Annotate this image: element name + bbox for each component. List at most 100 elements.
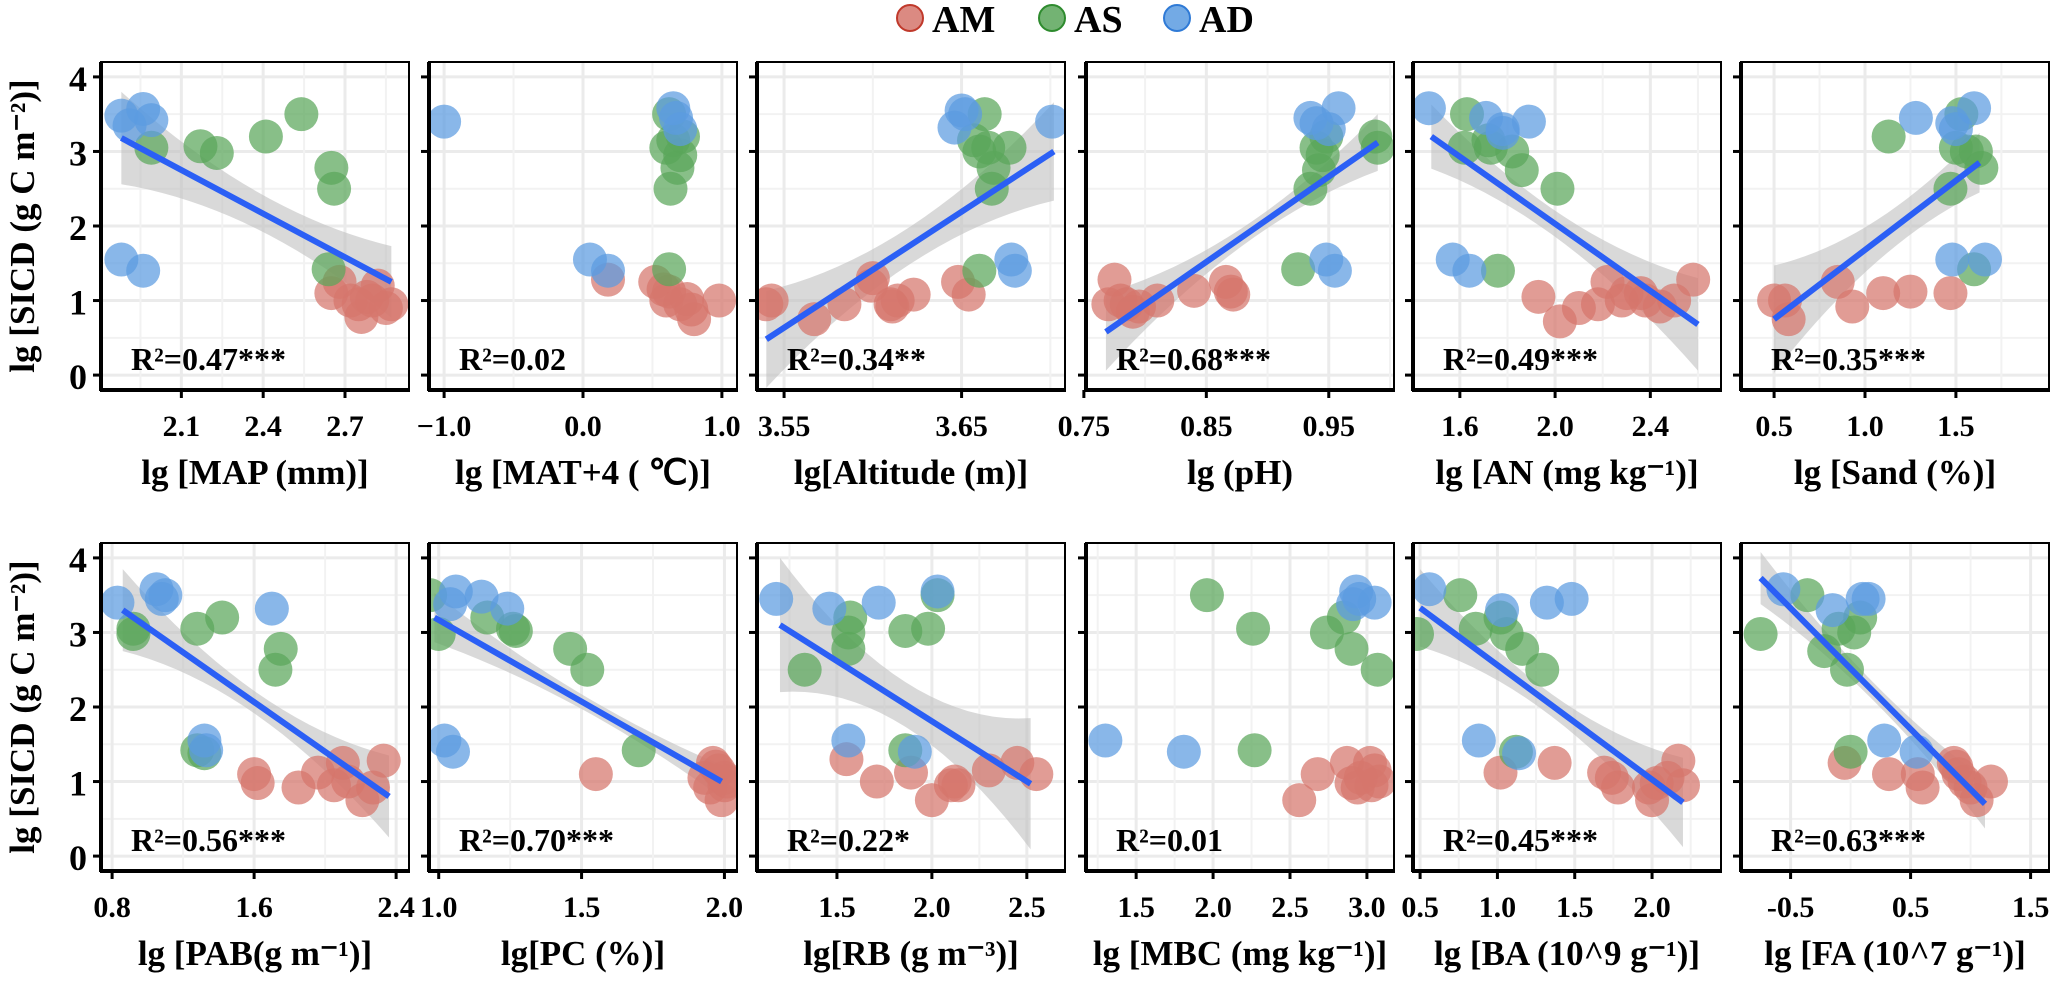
- point-am: [366, 743, 401, 778]
- panel-9: R²=0.22* 1.5 2.0 2.5 lg[RB (g m⁻³)]: [749, 542, 1066, 973]
- r-squared-label: R²=0.22*: [787, 822, 910, 858]
- point-ad: [1511, 104, 1546, 139]
- x-tick-label: 1.5: [1117, 891, 1155, 924]
- r-squared-label: R²=0.63***: [1771, 822, 1926, 858]
- point-ad: [134, 103, 169, 138]
- y-tick-label: 1: [69, 283, 87, 323]
- point-ad: [1166, 734, 1201, 769]
- point-am: [1019, 757, 1054, 792]
- y-axis-title: lg [SICD (g C m⁻²)]: [3, 560, 42, 853]
- x-axis-title: lg[Altitude (m)]: [794, 453, 1028, 492]
- y-tick-label: 4: [69, 59, 87, 99]
- point-as: [787, 652, 822, 687]
- point-ad: [1452, 253, 1487, 288]
- point-am: [707, 760, 737, 795]
- legend-marker-am: [896, 4, 924, 32]
- point-ad: [663, 112, 698, 147]
- y-axis-titles: lg [SICD (g C m⁻²)] lg [SICD (g C m⁻²)]: [3, 79, 42, 853]
- point-am: [240, 766, 275, 801]
- point-ad: [1957, 91, 1992, 126]
- point-ad: [759, 581, 794, 616]
- point-ad: [429, 104, 462, 139]
- x-tick-label: 2.0: [1536, 410, 1574, 443]
- point-ad: [1485, 593, 1520, 628]
- regression-line: [1104, 140, 1380, 335]
- point-as: [1309, 615, 1344, 650]
- x-axis-title: lg [MAP (mm)]: [141, 453, 368, 492]
- y-tick-label: 0: [69, 357, 87, 397]
- x-tick-label: 1.5: [818, 891, 856, 924]
- regression-line: [778, 622, 1033, 787]
- point-as: [1830, 652, 1864, 687]
- point-ad: [937, 110, 972, 145]
- x-axis-title: lg [PAB(g m⁻¹)]: [138, 934, 372, 973]
- point-am: [1893, 274, 1928, 309]
- regression-line: [1429, 134, 1700, 327]
- point-ad: [433, 587, 468, 622]
- legend-item-ad: AD: [1163, 0, 1254, 41]
- point-ad: [1413, 91, 1446, 126]
- point-ad: [591, 253, 625, 288]
- point-am: [1974, 764, 2008, 799]
- point-ad: [831, 723, 866, 758]
- point-as: [1743, 616, 1778, 651]
- panel-3: R²=0.34** 3.55 3.65 lg[Altitude (m)]: [749, 61, 1066, 492]
- x-tick-label: 2.5: [1271, 891, 1309, 924]
- point-am: [1835, 289, 1870, 324]
- point-am: [855, 261, 890, 296]
- x-tick-label: 0.0: [564, 410, 602, 443]
- point-as: [1281, 252, 1316, 287]
- x-tick-label: 2.1: [163, 410, 201, 443]
- x-axis-title: lg [Sand (%)]: [1794, 453, 1996, 492]
- point-as: [1504, 153, 1539, 188]
- legend-marker-as: [1038, 4, 1066, 32]
- point-as: [248, 119, 283, 154]
- point-ad: [1317, 253, 1352, 288]
- point-am: [1939, 749, 1974, 784]
- regression-line: [119, 135, 393, 285]
- r-squared-label: R²=0.49***: [1443, 341, 1598, 377]
- point-ad: [812, 591, 847, 626]
- point-am: [941, 768, 976, 803]
- regression-line: [1772, 160, 1982, 322]
- regression-line: [432, 614, 724, 785]
- point-as: [653, 171, 688, 206]
- x-tick-label: 1.5: [1937, 410, 1975, 443]
- x-tick-label: 1.0: [1846, 410, 1884, 443]
- point-ad: [1461, 723, 1496, 758]
- point-ad: [1851, 581, 1886, 616]
- legend-label: AS: [1074, 0, 1123, 41]
- x-tick-label: -0.5: [1767, 891, 1815, 924]
- x-axis-title: lg [BA (10^9 g⁻¹)]: [1434, 934, 1700, 973]
- legend-item-as: AS: [1038, 0, 1123, 41]
- x-tick-label: 1.0: [420, 891, 458, 924]
- point-as: [258, 652, 293, 687]
- point-as: [317, 171, 352, 206]
- y-tick-label: 3: [69, 133, 87, 173]
- panel-6: R²=0.35*** 0.5 1.0 1.5 lg [Sand (%)]: [1733, 61, 2050, 492]
- point-ad: [1898, 100, 1933, 135]
- point-as: [1833, 734, 1868, 769]
- point-am: [1177, 273, 1212, 308]
- point-as: [1413, 616, 1434, 651]
- x-tick-label: 2.0: [1633, 891, 1671, 924]
- point-ad: [997, 253, 1032, 288]
- regression-line: [1418, 605, 1685, 805]
- point-am: [1300, 757, 1335, 792]
- panel-7: R²=0.56*** 0 1 2 3 4 0.8 1.6 2.4lg [PAB(g m⁻¹)]: [69, 540, 415, 973]
- x-axis-title: lg[PC (%)]: [501, 934, 665, 973]
- point-as: [1480, 253, 1515, 288]
- point-am: [1601, 770, 1636, 805]
- point-ad: [1935, 242, 1970, 277]
- r-squared-label: R²=0.35***: [1771, 341, 1926, 377]
- x-tick-label: 1.5: [2012, 891, 2050, 924]
- point-ad: [1867, 723, 1902, 758]
- y-tick-label: 4: [69, 540, 87, 580]
- panel-10: R²=0.01 1.5 2.0 2.5 3.0 lg [MBC (mg kg⁻¹)]: [1078, 542, 1395, 973]
- gridlines: [1413, 543, 1721, 871]
- x-axis-title: lg [AN (mg kg⁻¹)]: [1435, 453, 1698, 492]
- point-am: [1343, 760, 1378, 795]
- x-tick-label: 3.55: [758, 410, 811, 443]
- point-ad: [1899, 734, 1934, 769]
- point-ad: [1815, 593, 1850, 628]
